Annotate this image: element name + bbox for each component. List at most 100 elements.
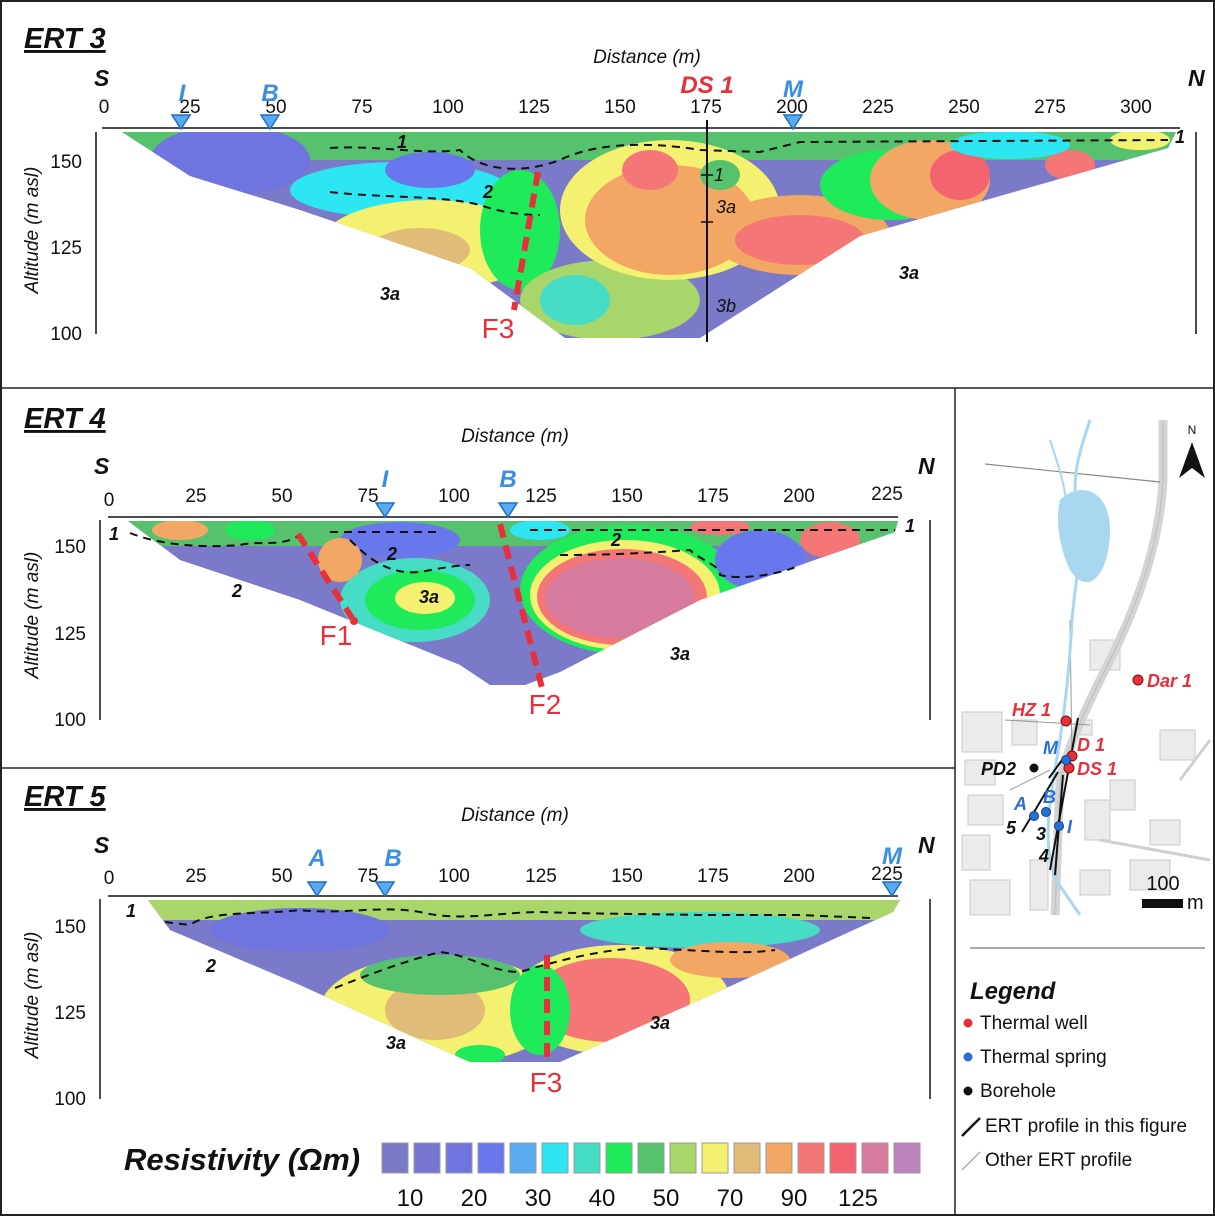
ert4-layer-label: 2 xyxy=(231,581,242,601)
ert3-dist-tick: 100 xyxy=(432,97,464,118)
resistivity-swatch xyxy=(573,1142,601,1174)
ert5-dist-ticks: 0 25 50 75 100 125 150 175 200 225 xyxy=(104,864,903,889)
resistivity-swatch xyxy=(413,1142,441,1174)
legend-item: Other ERT profile xyxy=(985,1150,1132,1171)
ert3-dist-tick: 200 xyxy=(776,97,808,118)
north-arrow-icon: N xyxy=(1179,423,1205,478)
map-profile-number: 5 xyxy=(1006,818,1017,838)
legend-profile-line-icon xyxy=(961,1117,981,1137)
ert5-layer-label: 2 xyxy=(205,956,216,976)
map-spring-label: B xyxy=(1043,787,1056,807)
map-profile-line xyxy=(1021,771,1059,833)
ert3-marker-label: B xyxy=(261,80,278,107)
resistivity-tick: 125 xyxy=(838,1185,878,1212)
ert5-ylabel: Altitude (m asl) xyxy=(22,932,43,1060)
ert4-section xyxy=(128,521,898,689)
ert4-xlabel: Distance (m) xyxy=(461,426,569,447)
ert3-ylabel: Altitude (m asl) xyxy=(22,167,43,295)
resistivity-swatch xyxy=(381,1142,409,1174)
ert4-marker-label: I xyxy=(382,466,390,493)
ert4-dist-ticks: 0 25 50 75 100 125 150 175 200 225 xyxy=(104,484,903,511)
ert5-north: N xyxy=(918,832,935,858)
resistivity-tick: 50 xyxy=(653,1185,680,1212)
ert5-dist-tick: 150 xyxy=(611,866,643,887)
legend: Legend Thermal well Thermal spring Boreh… xyxy=(961,947,1205,1171)
ert5-dist-tick: 25 xyxy=(185,866,206,887)
legend-title: Legend xyxy=(970,978,1057,1005)
ert4-dist-tick: 200 xyxy=(783,486,815,507)
ert5-section xyxy=(148,900,900,1062)
ert3-fault-label: F3 xyxy=(482,313,515,344)
ert4-dist-tick: 225 xyxy=(871,484,903,505)
legend-thermal-spring-dot xyxy=(963,1052,973,1062)
ert4-marker-i: I xyxy=(374,466,396,519)
map-profile-line xyxy=(1049,717,1079,871)
ert5-dist-tick: 50 xyxy=(271,866,292,887)
triangle-icon xyxy=(782,114,804,131)
ert4-north: N xyxy=(918,453,935,479)
ert5-marker-label: A xyxy=(307,845,325,872)
ert3-alt-tick: 150 xyxy=(50,152,82,173)
map-thermal-well xyxy=(1132,674,1144,686)
triangle-icon xyxy=(374,502,396,519)
ert3-alt-tick: 100 xyxy=(50,324,82,345)
ert5-marker-m: M xyxy=(881,843,903,898)
map-borehole xyxy=(1029,763,1039,773)
ert3-panel: ERT 3 Distance (m) S N Altitude (m asl) … xyxy=(22,23,1205,345)
ert4-dist-tick: 150 xyxy=(611,486,643,507)
resistivity-tick: 90 xyxy=(781,1185,808,1212)
map-well-label: DS 1 xyxy=(1077,759,1117,779)
resistivity-tick: 30 xyxy=(525,1185,552,1212)
map-profile-number: 4 xyxy=(1038,846,1049,866)
ert4-layer-label: 3a xyxy=(419,587,439,607)
ert5-dist-tick: 200 xyxy=(783,866,815,887)
ert3-dist-tick: 150 xyxy=(604,97,636,118)
resistivity-swatch xyxy=(797,1142,825,1174)
ert3-marker-label: I xyxy=(179,80,187,107)
ert3-dist-tick: 25 xyxy=(179,97,200,118)
map-thermal-well xyxy=(1060,715,1072,727)
map-well-label: D 1 xyxy=(1077,735,1105,755)
map-borehole-label: PD2 xyxy=(981,759,1016,779)
ert4-marker-label: B xyxy=(499,466,516,493)
ert4-title: ERT 4 xyxy=(24,403,106,435)
ert4-south: S xyxy=(94,453,110,479)
triangle-icon xyxy=(881,881,903,898)
ert3-alt-tick: 125 xyxy=(50,238,82,259)
ert3-layer-label: 2 xyxy=(482,182,493,202)
ert4-dist-tick: 0 xyxy=(104,490,115,511)
ert5-dist-tick: 100 xyxy=(438,866,470,887)
resistivity-swatch xyxy=(637,1142,665,1174)
ert3-dist-tick: 175 xyxy=(690,97,722,118)
ert5-dist-tick: 225 xyxy=(871,864,903,885)
resistivity-tick: 10 xyxy=(397,1185,424,1212)
map-spring-label: M xyxy=(1043,738,1059,758)
triangle-icon xyxy=(170,114,192,131)
resistivity-swatches xyxy=(381,1142,921,1174)
location-map: N Dar 1 HZ 1 D 1 DS 1 M A B I PD2 5 3 4 … xyxy=(961,419,1212,916)
ert3-layer-label: 1 xyxy=(397,132,407,152)
ert4-layer-label: 2 xyxy=(610,530,621,550)
map-scale-bar xyxy=(1142,899,1183,908)
ert5-xlabel: Distance (m) xyxy=(461,805,569,826)
ert3-well-label: DS 1 xyxy=(680,72,733,99)
resistivity-swatch xyxy=(893,1142,921,1174)
ert4-dist-tick: 75 xyxy=(357,486,378,507)
map-thermal-spring xyxy=(1029,811,1039,821)
north-arrow-label: N xyxy=(1188,423,1197,437)
resistivity-swatch xyxy=(765,1142,793,1174)
ert5-dist-tick: 75 xyxy=(357,866,378,887)
ert5-layer-label: 3a xyxy=(386,1033,406,1053)
ert3-layer-label: 1 xyxy=(714,165,724,185)
map-thermal-spring xyxy=(1054,821,1064,831)
ert4-layer-label: 2 xyxy=(386,544,397,564)
ert5-alt-tick: 150 xyxy=(54,917,86,938)
triangle-icon xyxy=(374,881,396,898)
ert4-dist-tick: 25 xyxy=(185,486,206,507)
legend-item: Borehole xyxy=(980,1081,1056,1102)
ert5-marker-a: A xyxy=(306,845,328,898)
resistivity-swatch xyxy=(445,1142,473,1174)
ert5-dist-tick: 0 xyxy=(104,868,115,889)
resistivity-swatch xyxy=(861,1142,889,1174)
